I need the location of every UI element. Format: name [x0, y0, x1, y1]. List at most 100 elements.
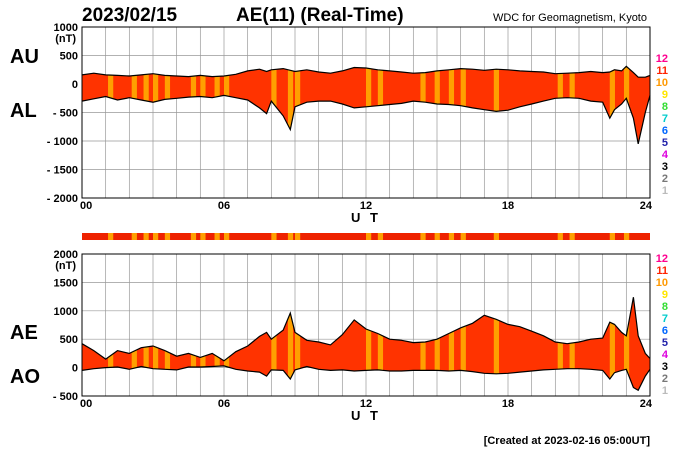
area-fill-alt-band	[460, 297, 466, 391]
series-label-au: AU	[10, 46, 39, 68]
x-tick-label: 18	[502, 398, 514, 410]
strip-alt-segment	[190, 233, 197, 240]
station-legend-item: 11	[656, 65, 668, 77]
station-legend-item: 10	[656, 77, 668, 89]
y-tick-label: 1000	[54, 306, 78, 318]
x-tick-label: 00	[80, 398, 92, 410]
area-fill-alt-band	[153, 297, 159, 391]
x-tick-label: 12	[360, 398, 372, 410]
strip-alt-segment	[434, 233, 440, 240]
created-footer: [Created at 2023-02-16 05:00UT]	[484, 435, 651, 447]
y-tick-label: - 500	[53, 391, 78, 403]
area-fill-alt-band	[295, 66, 301, 144]
area-fill-alt-band	[377, 297, 384, 391]
station-count-strip	[82, 233, 650, 240]
station-legend-item: 1	[662, 385, 668, 397]
y-tick-label: 0	[72, 363, 78, 375]
station-legend-item: 3	[662, 161, 668, 173]
x-axis-label: U T	[351, 210, 381, 225]
strip-alt-segment	[164, 233, 171, 240]
area-fill-alt-band	[609, 66, 615, 144]
plot-frame	[81, 253, 651, 397]
strip-alt-segment	[295, 233, 301, 240]
station-legend-item: 2	[662, 173, 668, 185]
strip-alt-segment	[153, 233, 159, 240]
area-fill-alt-band	[366, 297, 372, 391]
x-tick-label: 18	[502, 200, 514, 212]
panel-1: 2000 1500 1000 500 0 - 500 (nT) 00 06 12 18 24 U T AE…	[10, 249, 653, 423]
station-legend-item: 9	[662, 89, 668, 101]
area-fill-alt-band	[493, 66, 500, 144]
station-legend-item: 7	[662, 113, 668, 125]
area-fill-alt-band	[623, 297, 630, 391]
y-tick-label: - 1000	[47, 136, 78, 148]
y-tick-label: - 500	[53, 108, 78, 120]
area-fill-alt-band	[108, 297, 114, 391]
strip-alt-segment	[420, 233, 426, 240]
station-legend-item: 1	[662, 185, 668, 197]
area-fill-alt-band	[131, 297, 137, 391]
strip-alt-segment	[143, 233, 149, 240]
strip-alt-segment	[108, 233, 114, 240]
area-fill-alt-band	[420, 297, 426, 391]
series-label-al: AL	[10, 100, 37, 122]
station-legend-item: 2	[662, 373, 668, 385]
station-legend-item: 7	[662, 313, 668, 325]
y-unit-label: (nT)	[55, 33, 76, 45]
strip-alt-segment	[557, 233, 563, 240]
area-fill-alt-band	[224, 297, 230, 391]
x-tick-label: 24	[640, 200, 653, 212]
strip-alt-segment	[200, 233, 206, 240]
index-title: AE(11) (Real-Time)	[236, 5, 404, 26]
station-legend-item: 5	[662, 137, 668, 149]
series-line-ao	[81, 365, 651, 392]
station-legend-item: 3	[662, 361, 668, 373]
station-legend-item: 4	[662, 349, 669, 361]
y-tick-label: - 2000	[47, 193, 78, 205]
station-legend-item: 5	[662, 337, 668, 349]
area-fill-alt-band	[200, 297, 206, 391]
area-fill-alt-band	[434, 297, 440, 391]
y-tick-label: - 1500	[47, 165, 78, 177]
series-line-au	[81, 65, 651, 78]
station-legend-item: 9	[662, 289, 668, 301]
strip-alt-segment	[623, 233, 630, 240]
strip-alt-segment	[271, 233, 277, 240]
strip-alt-segment	[287, 233, 294, 240]
area-fill-alt-band	[448, 297, 455, 391]
x-axis-label: U T	[351, 408, 381, 423]
x-tick-label: 06	[218, 200, 230, 212]
station-legend-item: 12	[656, 253, 668, 265]
area-fill-alt-band	[569, 297, 575, 391]
area-fill-alt-band	[190, 297, 197, 391]
x-tick-label: 12	[360, 200, 372, 212]
area-fill-alt-band	[143, 297, 149, 391]
series-label-ae: AE	[10, 322, 38, 344]
panel-0: 1000 500 0 - 500 - 1000 - 1500 - 2000 (nT) 00 06 1…	[10, 22, 653, 225]
area-fill-alt-band	[609, 297, 615, 391]
station-legend-item: 10	[656, 277, 668, 289]
station-legend-item: 8	[662, 101, 668, 113]
y-tick-label: 500	[60, 334, 78, 346]
strip-alt-segment	[448, 233, 455, 240]
x-tick-label: 00	[80, 200, 92, 212]
strip-alt-segment	[377, 233, 384, 240]
y-tick-label: 0	[72, 79, 78, 91]
area-fill-alt-band	[295, 297, 301, 391]
y-tick-label: 1000	[54, 22, 78, 34]
area-fill-alt-band	[271, 297, 277, 391]
credit-text: WDC for Geomagnetism, Kyoto	[493, 12, 647, 24]
area-fill-alt-band	[366, 66, 372, 144]
strip-alt-segment	[131, 233, 137, 240]
y-tick-label: 1500	[54, 277, 78, 289]
area-fill-alt-band	[164, 297, 171, 391]
station-legend-item: 6	[662, 325, 668, 337]
area-fill-alt-band	[557, 297, 563, 391]
x-tick-label: 24	[640, 398, 653, 410]
station-legend-item: 8	[662, 301, 668, 313]
area-fill-alt-band	[287, 297, 294, 391]
series-line-ae	[81, 297, 651, 362]
